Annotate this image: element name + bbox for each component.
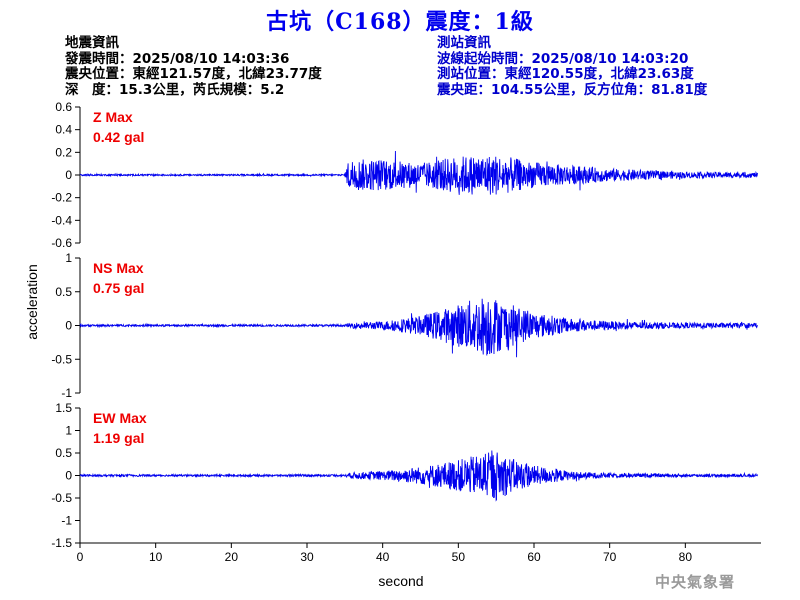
- panel-ns: 1 0.5 0 -0.5 -1 NS Max 0.75 gal: [51, 251, 758, 400]
- trace-z: [79, 151, 759, 195]
- y-tick-label: 0: [65, 469, 72, 483]
- y-tick-label: -0.4: [51, 213, 72, 227]
- y-tick-label: -1: [61, 514, 72, 528]
- x-tick-label: 80: [679, 550, 693, 564]
- depth-magnitude: 深 度：15.3公里，芮氏規模：5.2: [65, 81, 285, 98]
- panel-z: 0.6 0.4 0.2 0 -0.2 -0.4 -0.6 Z Max 0.42 gal: [51, 100, 759, 250]
- y-axis-label: acceleration: [24, 264, 40, 340]
- agency-logo-text: 中央氣象署: [655, 573, 736, 591]
- epicenter-location: 震央位置：東經121.57度，北緯23.77度: [65, 66, 322, 82]
- quake-info: 地震資訊 發震時間：2025/08/10 14:03:36 震央位置：東經121…: [65, 35, 322, 98]
- x-tick-label: 10: [149, 550, 163, 564]
- y-tick-label: 0.5: [55, 285, 72, 299]
- x-tick-label: 40: [376, 550, 390, 564]
- y-tick-label: -0.5: [51, 352, 72, 366]
- y-tick-label: -1.5: [51, 536, 72, 550]
- x-axis-label: second: [378, 573, 423, 589]
- x-tick-label: 20: [225, 550, 239, 564]
- y-tick-label: -0.6: [51, 236, 72, 250]
- x-axis: 0 10 20 30 40 50 60 70 80: [77, 542, 761, 564]
- y-tick-label: 0.4: [55, 123, 72, 137]
- max-label-z: Z Max: [93, 109, 133, 125]
- trace-ew: [79, 450, 759, 502]
- y-tick-label: -0.5: [51, 491, 72, 505]
- page-title: 古坑（C168）震度：1級: [266, 9, 534, 35]
- y-tick-label: 0.5: [55, 446, 72, 460]
- wave-onset-time: 波線起始時間：2025/08/10 14:03:20: [437, 50, 689, 67]
- y-tick-label: 1: [65, 424, 72, 438]
- y-tick-label: 1: [65, 251, 72, 265]
- max-value-z: 0.42 gal: [93, 129, 144, 145]
- station-info-heading: 測站資訊: [437, 35, 491, 51]
- max-value-ew: 1.19 gal: [93, 430, 144, 446]
- x-tick-label: 70: [603, 550, 617, 564]
- x-tick-label: 50: [452, 550, 466, 564]
- y-tick-label: -1: [61, 386, 72, 400]
- station-location: 測站位置：東經120.55度，北緯23.63度: [437, 66, 694, 82]
- max-value-ns: 0.75 gal: [93, 280, 144, 296]
- max-label-ns: NS Max: [93, 260, 144, 276]
- y-tick-label: -0.2: [51, 191, 72, 205]
- quake-info-heading: 地震資訊: [65, 35, 119, 51]
- y-tick-label: 0: [65, 168, 72, 182]
- distance-azimuth: 震央距：104.55公里，反方位角：81.81度: [437, 81, 708, 98]
- origin-time: 發震時間：2025/08/10 14:03:36: [65, 50, 290, 67]
- y-tick-label: 0: [65, 319, 72, 333]
- x-tick-label: 0: [77, 550, 84, 564]
- y-tick-label: 1.5: [55, 401, 72, 415]
- panel-ew: 1.5 1 0.5 0 -0.5 -1 -1.5 EW Max 1.19 gal: [51, 401, 759, 550]
- max-label-ew: EW Max: [93, 410, 147, 426]
- x-tick-label: 30: [300, 550, 314, 564]
- station-info: 測站資訊 波線起始時間：2025/08/10 14:03:20 測站位置：東經1…: [437, 35, 708, 98]
- x-tick-label: 60: [527, 550, 541, 564]
- y-tick-label: 0.2: [55, 145, 72, 159]
- panels-group: 0.6 0.4 0.2 0 -0.2 -0.4 -0.6 Z Max 0.42 gal 1 0.5 0…: [51, 100, 759, 550]
- trace-ns: [79, 298, 758, 358]
- y-tick-label: 0.6: [55, 100, 72, 114]
